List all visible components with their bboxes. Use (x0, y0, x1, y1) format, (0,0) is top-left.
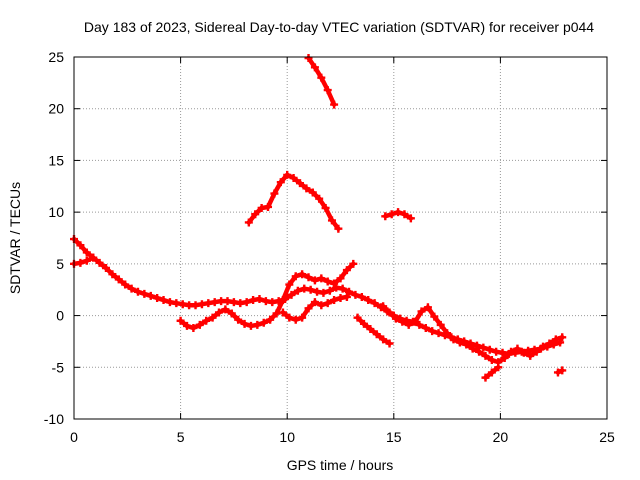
y-axis-label: SDTVAR / TECUs (7, 182, 23, 294)
data-point (558, 333, 567, 342)
data-point (558, 366, 567, 375)
data-point (406, 214, 415, 223)
y-tick-label: 10 (48, 204, 64, 220)
data-point (385, 339, 394, 348)
x-tick-label: 20 (493, 429, 509, 445)
data-point (334, 224, 343, 233)
plot-frame (73, 56, 608, 420)
y-tick-label: 0 (56, 308, 64, 324)
y-tick-label: -5 (52, 359, 65, 375)
chart-title: Day 183 of 2023, Sidereal Day-to-day VTE… (84, 19, 594, 35)
data-point (89, 253, 98, 262)
data-point (349, 259, 358, 268)
data-point (342, 292, 351, 301)
y-tick-label: 15 (48, 152, 64, 168)
x-tick-label: 10 (279, 429, 295, 445)
y-tick-label: 20 (48, 101, 64, 117)
data-point (494, 363, 503, 372)
y-tick-label: 25 (48, 49, 64, 65)
x-tick-label: 0 (70, 429, 78, 445)
data-points (70, 54, 567, 382)
x-tick-label: 5 (177, 429, 185, 445)
y-tick-label: -10 (44, 411, 64, 427)
axis-ticks: 0 5 10 15 20 25 -10 -5 0 5 10 15 20 25 (44, 49, 615, 445)
x-tick-label: 15 (386, 429, 402, 445)
x-axis-label: GPS time / hours (287, 457, 394, 473)
y-tick-label: 5 (56, 256, 64, 272)
grid-lines (74, 57, 607, 419)
x-tick-label: 25 (599, 429, 615, 445)
data-point (330, 100, 339, 109)
